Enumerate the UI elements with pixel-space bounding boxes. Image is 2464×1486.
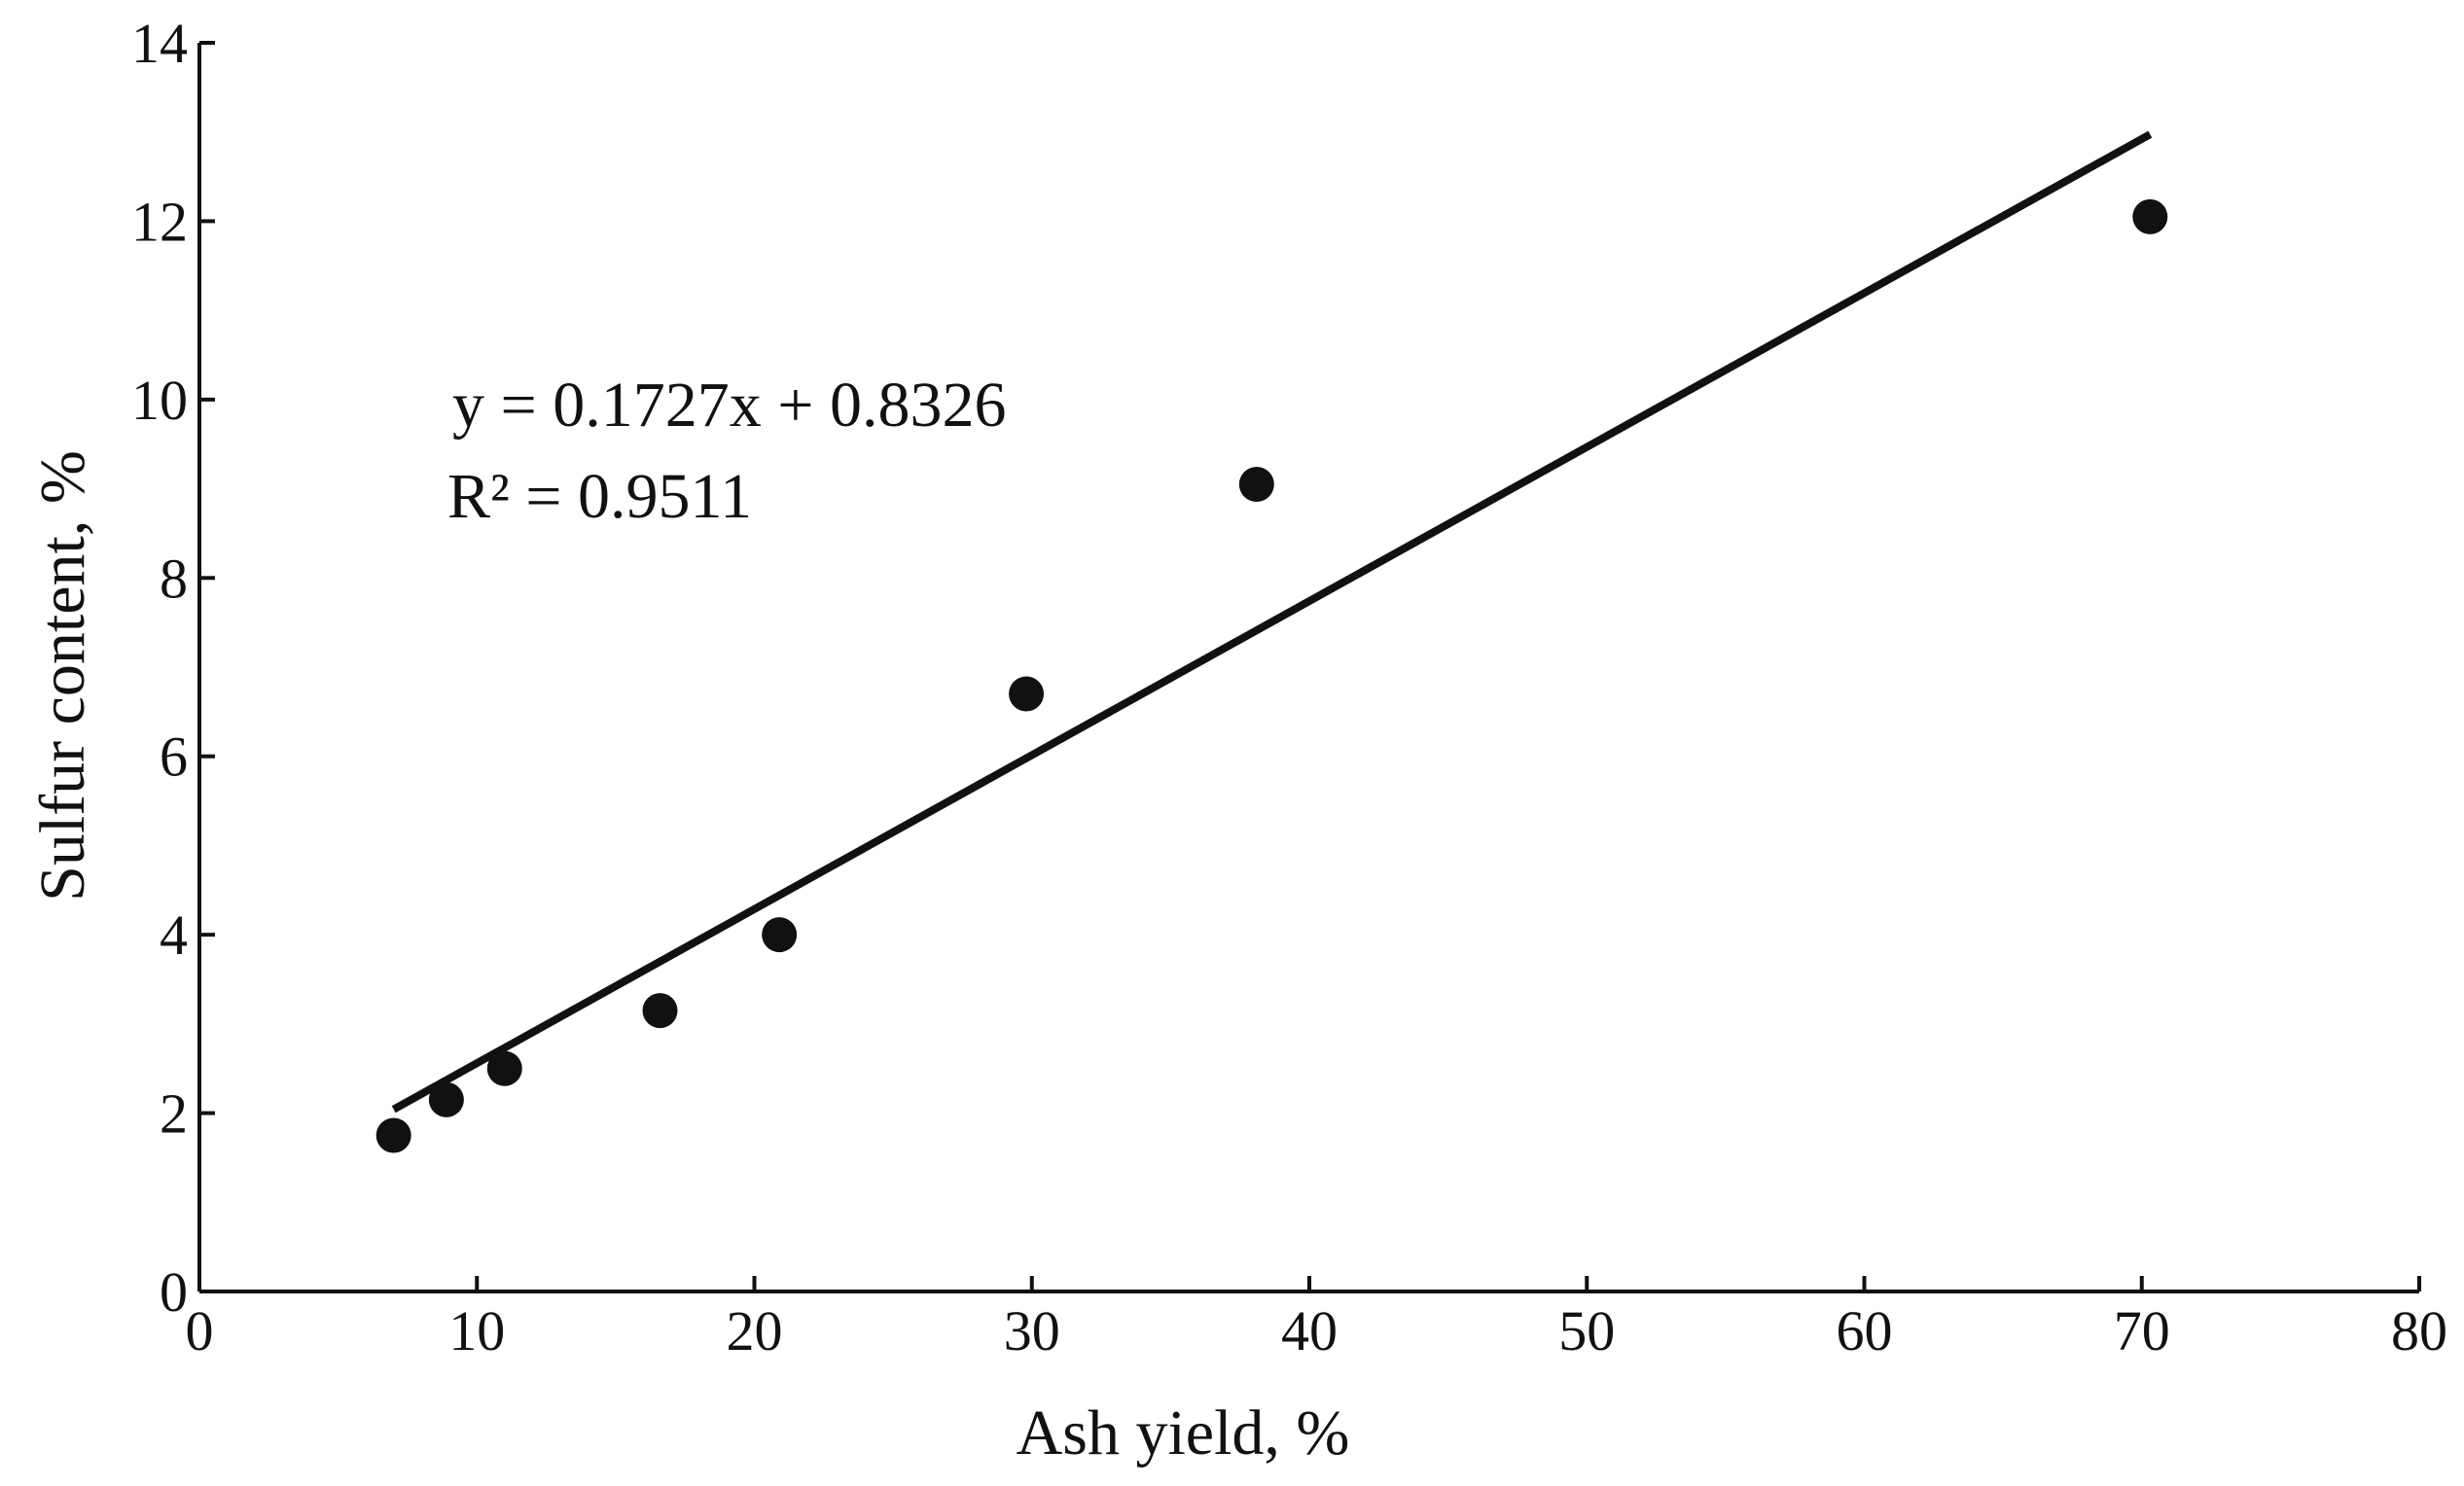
y-tick-label: 6	[160, 725, 188, 789]
x-axis-ticks: 0 10 20 30 40 50 60 70 80	[186, 1276, 2447, 1362]
y-tick-label: 0	[160, 1260, 188, 1324]
y-tick-label: 2	[160, 1082, 188, 1146]
x-tick-label: 0	[186, 1299, 214, 1362]
y-tick-label: 14	[131, 12, 188, 75]
trendline	[391, 130, 2153, 1114]
y-tick-label: 4	[160, 903, 188, 967]
y-tick-label: 8	[160, 547, 188, 610]
x-tick-label: 20	[727, 1299, 783, 1362]
data-points	[375, 198, 2168, 1153]
x-tick-label: 40	[1281, 1299, 1338, 1362]
data-point	[486, 1050, 522, 1086]
data-point	[1009, 676, 1045, 712]
trendline-equation: y = 0.1727x + 0.8326	[452, 370, 1006, 441]
x-tick-label: 10	[448, 1299, 505, 1362]
y-tick-label: 10	[131, 369, 188, 432]
data-point	[1238, 466, 1274, 502]
data-point	[762, 917, 798, 953]
x-axis-label: Ash yield, %	[1017, 1398, 1350, 1468]
y-axis-label: Sulfur content, %	[27, 450, 98, 902]
data-point	[2132, 198, 2168, 234]
x-tick-label: 70	[2114, 1299, 2170, 1362]
x-tick-label: 80	[2391, 1299, 2447, 1362]
y-tick-label: 12	[131, 190, 188, 253]
x-tick-label: 30	[1004, 1299, 1060, 1362]
data-point	[642, 993, 678, 1029]
y-axis-ticks: 0 2 4 6 8 10 12 14	[131, 12, 215, 1324]
axes: 0 10 20 30 40 50 60 70 80 0 2 4 6 8 10 12 14	[131, 12, 2447, 1362]
data-point	[375, 1117, 411, 1153]
data-point	[428, 1081, 464, 1117]
x-tick-label: 50	[1558, 1299, 1615, 1362]
x-tick-label: 60	[1837, 1299, 1893, 1362]
r-squared-label: R² = 0.9511	[447, 461, 752, 532]
